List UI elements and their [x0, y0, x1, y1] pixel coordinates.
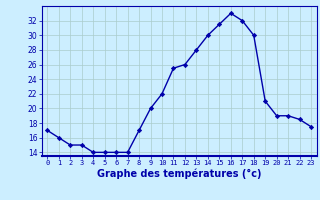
X-axis label: Graphe des températures (°c): Graphe des températures (°c)	[97, 169, 261, 179]
